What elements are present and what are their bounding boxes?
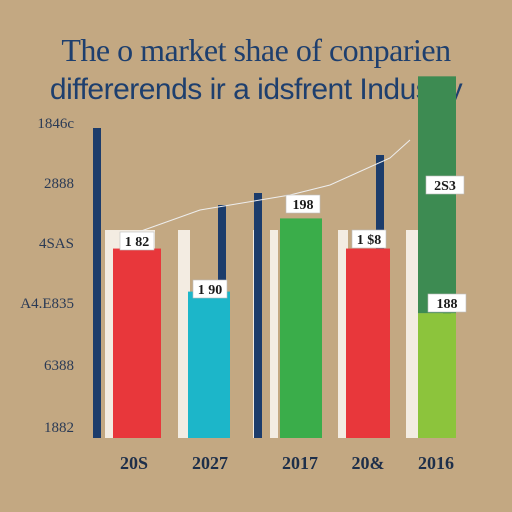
bar-5-1 [418, 313, 456, 438]
y-tick-label-6: 1882 [44, 420, 74, 436]
navy-line-3 [254, 193, 262, 438]
data-label-box-3 [285, 194, 321, 214]
y-tick-label-5: 6388 [44, 358, 74, 374]
data-label-box-5 [425, 175, 465, 195]
bar-5-2 [418, 76, 456, 314]
data-label-4: 1 $8 [351, 229, 387, 249]
y-tick-label-3: 4SAS [39, 236, 74, 252]
x-tick-label-2: 2027 [192, 453, 228, 473]
chart-title-line1: The o market shae of conparien [61, 32, 451, 68]
bar-2-1 [188, 291, 230, 438]
y-tick-label-1: 1846c [37, 116, 74, 132]
bar-4-1 [346, 248, 390, 438]
data-label-2: 1 90 [192, 279, 228, 299]
bar-1-1 [113, 248, 161, 438]
x-tick-label-1: 20S [120, 453, 148, 473]
bar-highlight-2 [178, 230, 190, 438]
x-tick-label-5: 2016 [418, 453, 454, 473]
bar-3-1 [280, 218, 322, 438]
data-label-1: 1 82 [119, 231, 155, 251]
x-tick-label-3: 2017 [282, 453, 318, 473]
data-label-text-2: 1 90 [198, 283, 223, 298]
data-label-5: 2S3 [425, 175, 465, 195]
y-tick-label-2: 2888 [44, 176, 74, 192]
data-label-box-6 [427, 293, 467, 313]
chart-title-line2: differerends ir a idsfrent Industry [49, 73, 463, 106]
y-tick-label-4: A4.E835 [20, 296, 74, 312]
bar-highlight-5 [338, 230, 348, 438]
x-tick-label-4: 20& [352, 453, 385, 473]
navy-line-1 [93, 128, 101, 438]
data-label-text-1: 1 82 [125, 235, 150, 250]
data-label-box-4 [351, 229, 387, 249]
data-label-text-3: 198 [293, 198, 314, 213]
data-label-text-6: 188 [437, 297, 458, 312]
data-label-3: 198 [285, 194, 321, 214]
data-label-text-5: 2S3 [434, 179, 456, 194]
bar-highlight-4 [270, 230, 278, 438]
data-label-text-4: 1 $8 [357, 233, 382, 248]
data-label-box-2 [192, 279, 228, 299]
trend-line [129, 139, 411, 236]
data-label-6: 188 [427, 293, 467, 313]
data-label-box-1 [119, 231, 155, 251]
bar-highlight-6 [406, 230, 418, 438]
chart-title: The o market shae of conparien differere… [0, 30, 512, 110]
